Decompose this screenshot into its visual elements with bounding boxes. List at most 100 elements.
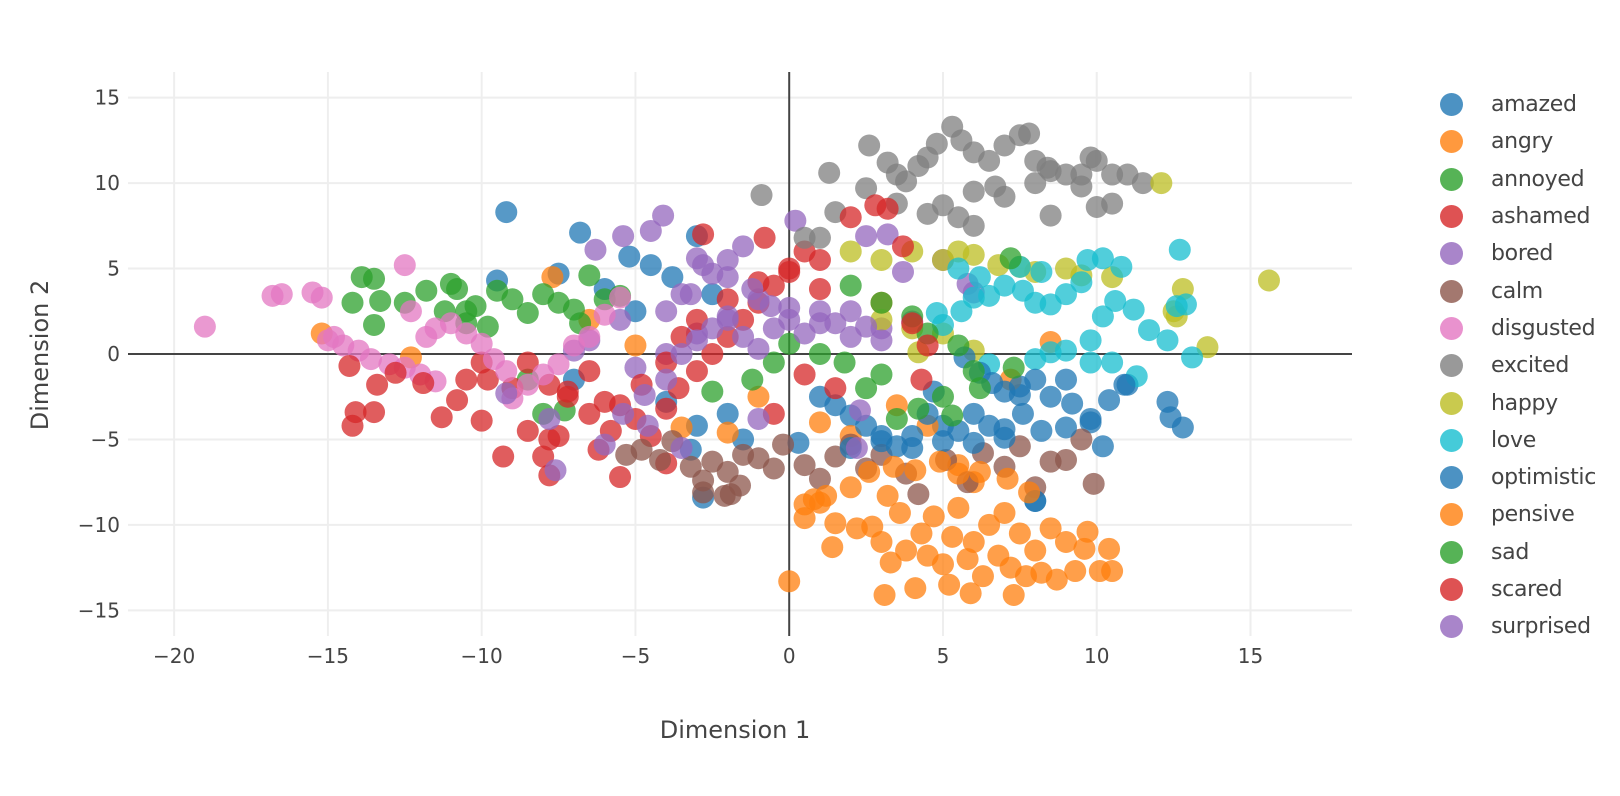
data-point[interactable] <box>464 295 487 318</box>
series-pensive[interactable] <box>778 450 1124 606</box>
data-point[interactable] <box>962 360 985 383</box>
data-point[interactable] <box>762 351 785 374</box>
data-point[interactable] <box>1079 351 1102 374</box>
data-point[interactable] <box>855 177 878 200</box>
data-point[interactable] <box>341 291 364 314</box>
data-point[interactable] <box>541 266 564 289</box>
data-point[interactable] <box>962 243 985 266</box>
data-point[interactable] <box>476 315 499 338</box>
data-point[interactable] <box>1054 448 1077 471</box>
data-point[interactable] <box>888 501 911 524</box>
data-point[interactable] <box>609 466 632 489</box>
data-point[interactable] <box>950 300 973 323</box>
data-point[interactable] <box>1018 122 1041 145</box>
data-point[interactable] <box>655 368 678 391</box>
data-point[interactable] <box>430 406 453 429</box>
data-point[interactable] <box>1054 531 1077 553</box>
data-point[interactable] <box>1104 290 1127 313</box>
data-point[interactable] <box>1168 238 1191 261</box>
data-point[interactable] <box>636 414 659 437</box>
data-point[interactable] <box>1011 402 1034 425</box>
data-point[interactable] <box>1070 175 1093 198</box>
data-point[interactable] <box>956 548 979 571</box>
data-point[interactable] <box>978 149 1001 172</box>
data-point[interactable] <box>793 363 816 386</box>
data-point[interactable] <box>369 290 392 313</box>
data-point[interactable] <box>446 278 469 301</box>
data-point[interactable] <box>670 343 693 365</box>
data-point[interactable] <box>363 313 386 336</box>
data-point[interactable] <box>501 288 524 311</box>
data-point[interactable] <box>931 553 954 576</box>
data-point[interactable] <box>971 565 994 588</box>
data-point[interactable] <box>1039 517 1062 540</box>
data-point[interactable] <box>931 430 954 453</box>
data-point[interactable] <box>876 223 899 246</box>
data-point[interactable] <box>1122 298 1145 321</box>
legend-item-bored[interactable]: bored <box>1440 235 1596 272</box>
data-point[interactable] <box>839 476 862 499</box>
data-point[interactable] <box>870 291 893 314</box>
data-point[interactable] <box>655 397 678 420</box>
data-point[interactable] <box>649 448 672 471</box>
data-point[interactable] <box>679 283 702 306</box>
data-point[interactable] <box>569 221 592 244</box>
data-point[interactable] <box>1079 329 1102 352</box>
data-point[interactable] <box>870 363 893 386</box>
data-point[interactable] <box>1030 419 1053 442</box>
data-point[interactable] <box>793 226 816 249</box>
data-point[interactable] <box>938 573 961 596</box>
data-point[interactable] <box>741 278 764 301</box>
data-point[interactable] <box>879 551 902 574</box>
data-point[interactable] <box>993 501 1016 524</box>
data-point[interactable] <box>858 134 881 157</box>
data-point[interactable] <box>415 279 438 302</box>
data-point[interactable] <box>1054 163 1077 186</box>
data-point[interactable] <box>931 194 954 217</box>
data-point[interactable] <box>363 401 386 424</box>
data-point[interactable] <box>855 377 878 400</box>
data-point[interactable] <box>701 317 724 340</box>
legend-item-sad[interactable]: sad <box>1440 534 1596 571</box>
data-point[interactable] <box>916 334 939 357</box>
data-point[interactable] <box>815 484 838 507</box>
data-point[interactable] <box>978 513 1001 536</box>
data-point[interactable] <box>716 288 739 311</box>
data-point[interactable] <box>630 438 653 461</box>
legend-item-ashamed[interactable]: ashamed <box>1440 198 1596 235</box>
data-point[interactable] <box>692 481 715 504</box>
data-point[interactable] <box>778 570 801 593</box>
data-point[interactable] <box>1011 279 1034 302</box>
data-point[interactable] <box>716 402 739 425</box>
data-point[interactable] <box>845 437 868 459</box>
data-point[interactable] <box>692 254 715 277</box>
data-point[interactable] <box>633 384 656 407</box>
data-point[interactable] <box>1098 537 1121 560</box>
data-point[interactable] <box>446 389 469 412</box>
data-point[interactable] <box>818 161 841 184</box>
data-point[interactable] <box>910 368 933 391</box>
data-point[interactable] <box>993 426 1016 449</box>
data-point[interactable] <box>310 286 333 309</box>
data-point[interactable] <box>873 583 896 606</box>
data-point[interactable] <box>578 264 601 287</box>
data-point[interactable] <box>808 278 831 301</box>
legend-item-disgusted[interactable]: disgusted <box>1440 310 1596 347</box>
data-point[interactable] <box>412 372 435 395</box>
data-point[interactable] <box>996 467 1019 490</box>
data-point[interactable] <box>968 377 991 400</box>
data-point[interactable] <box>968 266 991 289</box>
data-point[interactable] <box>741 368 764 391</box>
data-point[interactable] <box>270 283 293 306</box>
legend-item-annoyed[interactable]: annoyed <box>1440 161 1596 198</box>
data-point[interactable] <box>808 226 831 249</box>
data-point[interactable] <box>772 433 795 456</box>
data-point[interactable] <box>1110 255 1133 278</box>
data-point[interactable] <box>538 428 561 451</box>
data-point[interactable] <box>618 245 641 268</box>
data-point[interactable] <box>516 301 539 324</box>
data-point[interactable] <box>808 300 831 323</box>
data-point[interactable] <box>1101 351 1124 374</box>
data-point[interactable] <box>895 539 918 562</box>
data-point[interactable] <box>839 240 862 263</box>
